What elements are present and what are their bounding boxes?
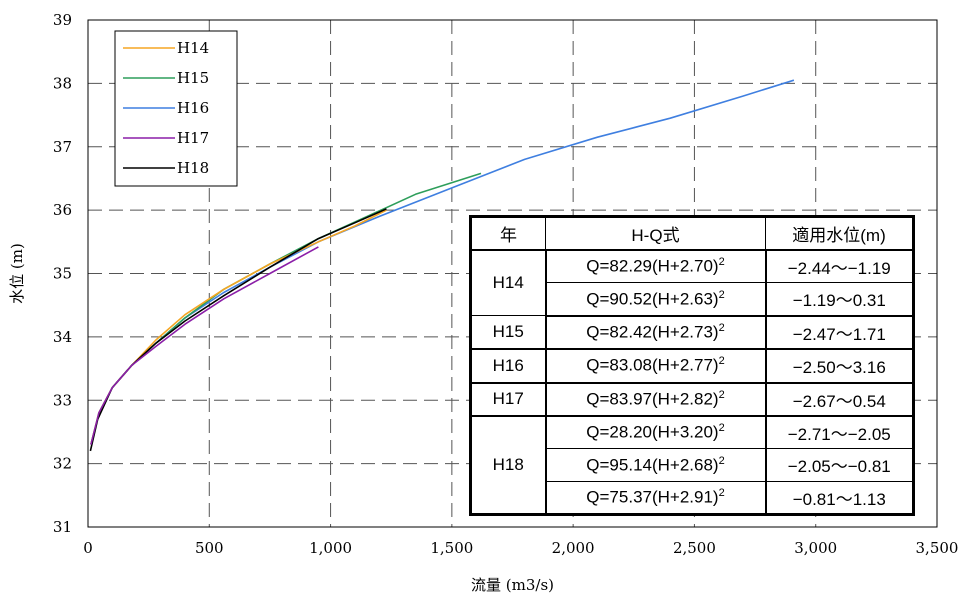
y-tick-label: 34 <box>53 328 72 346</box>
plot-frame <box>87 19 938 528</box>
legend-label-h16: H16 <box>177 99 209 117</box>
year-cell: H16 <box>470 348 547 384</box>
header-formula: H-Q式 <box>545 216 766 251</box>
range-cell: −2.67〜0.54 <box>764 382 914 417</box>
y-tick-label: 36 <box>53 201 72 219</box>
y-tick-label: 33 <box>53 391 72 409</box>
table-row: Q=95.14(H+2.68)2 −2.05〜−0.81 <box>471 448 914 482</box>
y-tick-label: 32 <box>53 455 72 473</box>
header-range: 適用水位(m) <box>765 216 914 251</box>
legend-label-h17: H17 <box>177 129 209 147</box>
year-cell: H18 <box>470 415 547 515</box>
range-cell: −2.50〜3.16 <box>764 348 914 384</box>
y-tick-label: 38 <box>53 74 72 92</box>
range-cell: −2.44〜−1.19 <box>764 249 914 284</box>
header-year: 年 <box>470 216 546 251</box>
formula-cell: Q=82.42(H+2.73)2 <box>545 315 766 351</box>
table-row: Q=75.37(H+2.91)2 −0.81〜1.13 <box>471 480 914 515</box>
table-row: H16 Q=83.08(H+2.77)2 −2.50〜3.16 <box>470 348 914 384</box>
formula-cell: Q=83.97(H+2.82)2 <box>545 382 766 417</box>
formula-cell: Q=82.29(H+2.70)2 <box>545 249 766 284</box>
table-row: H17 Q=83.97(H+2.82)2 −2.67〜0.54 <box>470 382 914 417</box>
x-tick-label: 0 <box>83 539 93 557</box>
legend-label-h14: H14 <box>177 39 209 57</box>
range-cell: −2.05〜−0.81 <box>764 448 914 482</box>
formula-cell: Q=95.14(H+2.68)2 <box>545 448 766 482</box>
range-cell: −0.81〜1.13 <box>764 480 914 515</box>
x-tick-label: 2,500 <box>673 539 716 557</box>
y-tick-label: 37 <box>53 138 72 156</box>
range-cell: −2.47〜1.71 <box>764 315 914 351</box>
series-line-h17 <box>90 246 319 445</box>
x-tick-label: 1,500 <box>430 539 473 557</box>
table-header-row: 年 H-Q式 適用水位(m) <box>470 216 914 251</box>
formula-cell: Q=75.37(H+2.91)2 <box>545 480 766 515</box>
table-row: H14 Q=82.29(H+2.70)2 −2.44〜−1.19 <box>470 249 914 317</box>
legend-label-h18: H18 <box>177 159 209 177</box>
y-tick-labels: 31 32 33 34 35 36 37 38 39 <box>53 11 72 536</box>
legend: H14 H15 H16 H17 H18 <box>114 30 238 187</box>
hq-formula-table: 年 H-Q式 適用水位(m) H14 Q=82.29(H+2.70)2 −2.4… <box>469 215 915 516</box>
x-tick-label: 3,500 <box>916 539 959 557</box>
year-cell: H15 <box>470 315 547 351</box>
table-row: Q=90.52(H+2.63)2 −1.19〜0.31 <box>471 282 914 317</box>
formula-cell: Q=28.20(H+3.20)2 <box>545 415 766 450</box>
range-cell: −2.71〜−2.05 <box>764 415 914 450</box>
x-tick-label: 1,000 <box>309 539 352 557</box>
formula-cell: Q=90.52(H+2.63)2 <box>545 282 766 317</box>
legend-label-h15: H15 <box>177 69 209 87</box>
y-tick-label: 39 <box>53 11 72 29</box>
table-row: H18 Q=28.20(H+3.20)2 −2.71〜−2.05 <box>470 415 914 515</box>
x-tick-label: 3,000 <box>794 539 837 557</box>
series-lines <box>89 79 795 452</box>
series-line-h18 <box>89 208 387 452</box>
formula-cell: Q=83.08(H+2.77)2 <box>545 348 766 384</box>
range-cell: −1.19〜0.31 <box>764 282 914 317</box>
x-tick-labels: 0 500 1,000 1,500 2,000 2,500 3,000 3,500 <box>83 539 958 557</box>
y-tick-label: 35 <box>53 265 72 283</box>
x-tick-label: 2,000 <box>552 539 595 557</box>
series-line-h14 <box>90 209 387 445</box>
table-row: H15 Q=82.42(H+2.73)2 −2.47〜1.71 <box>470 315 914 351</box>
series-line-h15 <box>90 172 482 445</box>
y-tick-label: 31 <box>53 518 72 536</box>
x-axis-label: 流量 (m3/s) <box>471 576 554 594</box>
x-tick-label: 500 <box>195 539 224 557</box>
year-cell: H14 <box>470 249 547 317</box>
y-axis-label: 水位 (m) <box>8 243 26 304</box>
year-cell: H17 <box>470 382 547 417</box>
